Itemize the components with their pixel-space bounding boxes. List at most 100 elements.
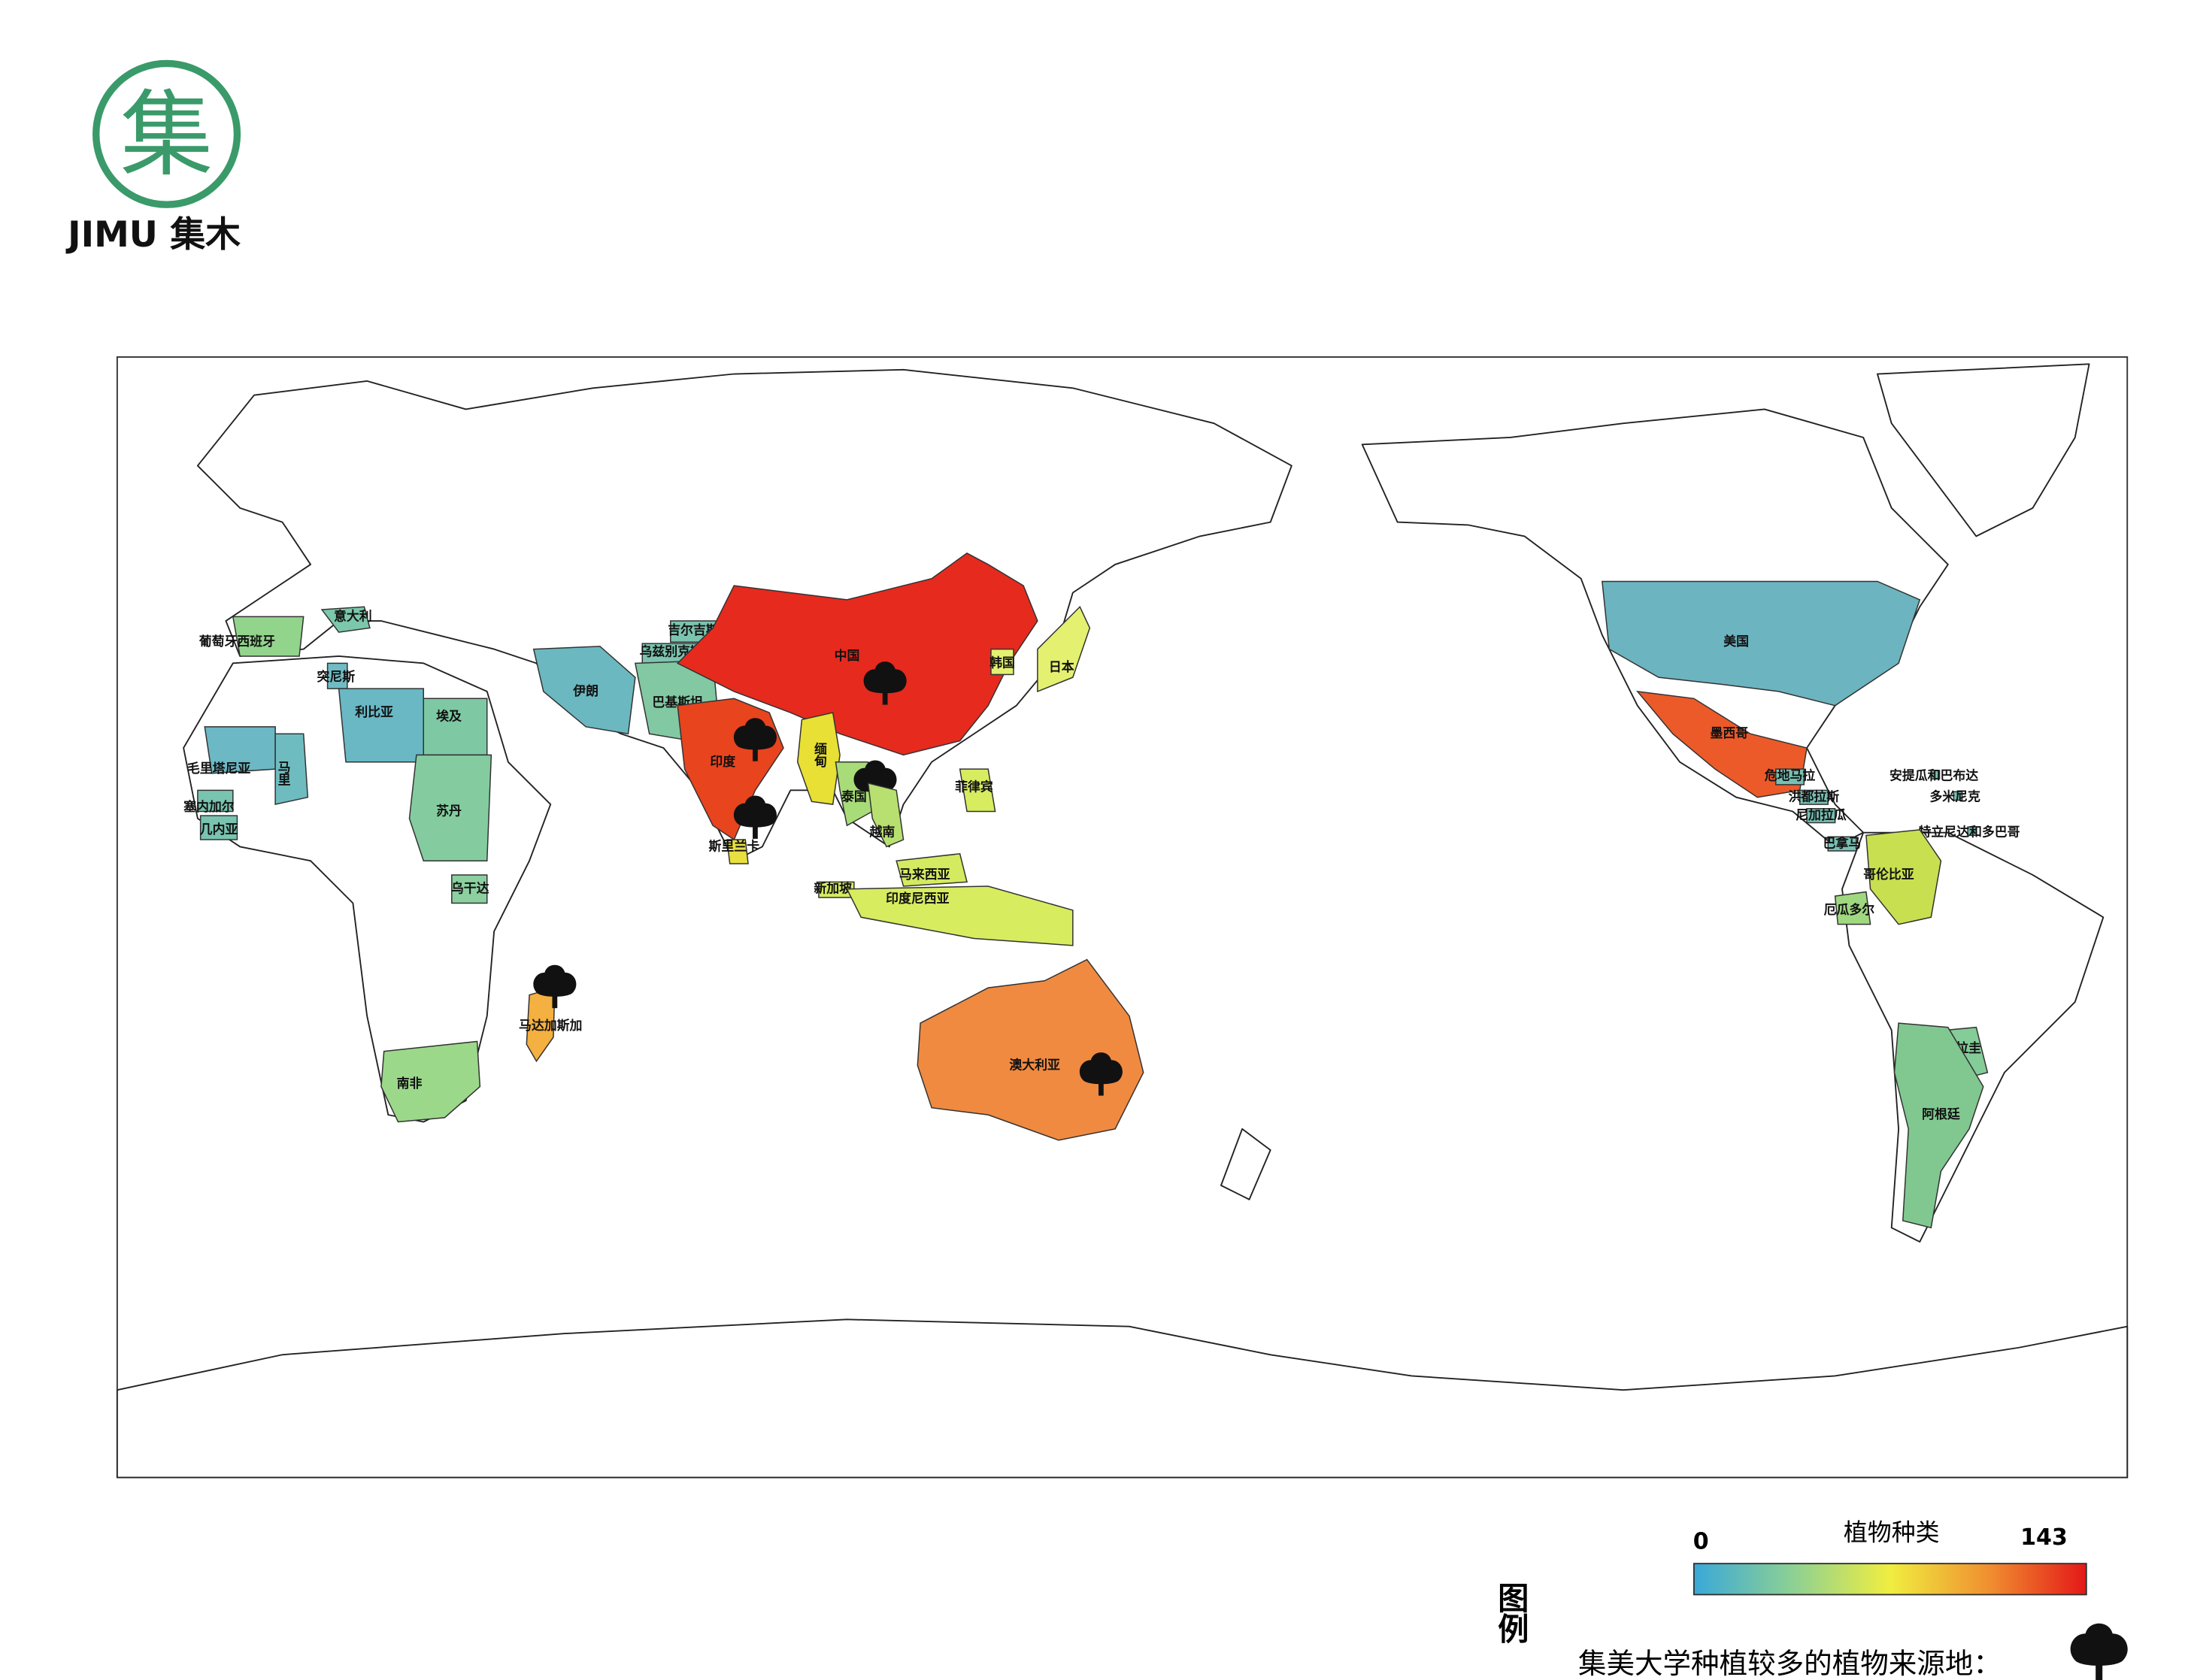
logo-mark: 集 (120, 81, 214, 189)
country (532, 646, 636, 735)
tree-trunk (552, 990, 558, 1009)
country-label: 毛里塔尼亚 (187, 761, 251, 776)
tree-crown (853, 760, 897, 792)
country (726, 839, 749, 864)
country-label: 多米尼克 (1929, 789, 1980, 804)
tree-crown (733, 795, 777, 828)
logo-text: JIMU 集木 (65, 214, 241, 256)
tree-crown (863, 661, 907, 694)
country (380, 1040, 481, 1123)
country-label: 突尼斯 (317, 669, 356, 684)
country-label: 澳大利亚 (1009, 1057, 1060, 1072)
country-label: 韩国 (989, 655, 1015, 670)
country (274, 733, 309, 806)
tree-trunk (1099, 1077, 1104, 1096)
country (1893, 1022, 1984, 1229)
legend-tree-note: 集美大学种植较多的植物来源地： (1578, 1647, 2002, 1680)
country-label: 马里 (276, 761, 291, 786)
country (1827, 836, 1857, 852)
logo: 集 JIMU 集木 (65, 59, 241, 256)
country (1602, 580, 1921, 707)
tree-crown (733, 718, 777, 750)
logo-ring (92, 59, 241, 208)
tree-icon (2070, 1623, 2128, 1680)
country-label: 葡萄牙西班牙 (198, 634, 275, 649)
tree-trunk (882, 686, 888, 705)
country (408, 754, 492, 861)
country-label: 印度 (710, 754, 735, 769)
country-label: 伊朗 (572, 683, 599, 698)
country (867, 782, 905, 848)
tree-icon (533, 964, 577, 1009)
country-label: 埃及 (436, 709, 462, 724)
country-label: 哥伦比亚 (1863, 867, 1914, 882)
legend-colorbar (1693, 1563, 2087, 1596)
new-zealand (1220, 1128, 1271, 1200)
country (338, 688, 425, 763)
country-label: 南非 (397, 1076, 423, 1091)
country-label: 苏丹 (436, 803, 462, 818)
country-label: 几内亚 (200, 822, 238, 837)
country-label: 菲律宾 (955, 779, 993, 795)
country (1037, 605, 1091, 693)
tree-icon (733, 718, 777, 761)
country (451, 874, 488, 904)
country-label: 阿根廷 (1922, 1106, 1960, 1122)
country-label: 缅甸 (812, 741, 827, 768)
tree-crown (2070, 1623, 2128, 1666)
country (423, 698, 488, 756)
country (1930, 770, 1941, 780)
antarctica (116, 1318, 2129, 1479)
country (959, 768, 996, 813)
country (896, 852, 968, 887)
country (199, 815, 238, 840)
country-label: 新加坡 (814, 881, 852, 896)
legend: 图例 植物种类 0 143 集美大学种植较多的植物来源地： (1493, 1518, 2087, 1680)
legend-title: 植物种类 (1844, 1518, 1940, 1547)
legend-max: 143 (2020, 1524, 2068, 1551)
country-label: 美国 (1723, 634, 1749, 649)
legend-heading: 图例 (1493, 1582, 1529, 1645)
country (1953, 791, 1963, 801)
country (917, 958, 1144, 1141)
country (796, 712, 841, 805)
tree-crown (533, 964, 577, 997)
tree-crown (1079, 1052, 1123, 1085)
country-label: 印度尼西亚 (886, 891, 950, 906)
country (990, 648, 1014, 676)
country-label: 利比亚 (355, 704, 393, 719)
country-label: 马来西亚 (899, 867, 950, 882)
country (232, 616, 305, 657)
country-label: 尼加拉瓜 (1796, 807, 1847, 822)
country-label: 墨西哥 (1710, 725, 1748, 740)
country (1967, 826, 1977, 837)
country (1775, 768, 1805, 786)
country-label: 洪都拉斯 (1789, 789, 1840, 804)
country-label: 安提瓜和巴布达 (1889, 768, 1978, 783)
country (676, 552, 1038, 756)
country-label: 马达加斯加 (519, 1018, 582, 1033)
country (846, 885, 1074, 946)
country-label: 越南 (869, 825, 896, 840)
country-label: 中国 (835, 648, 860, 663)
country-label: 特立尼达和多巴哥 (1918, 825, 2020, 840)
country-label: 意大利 (334, 608, 372, 623)
country-label: 塞内加尔 (183, 799, 235, 814)
country-label: 日本 (1049, 659, 1074, 674)
tree-trunk (753, 821, 758, 839)
tree-trunk (753, 743, 758, 761)
legend-min: 0 (1693, 1528, 1709, 1554)
country (1865, 829, 1942, 925)
country-label: 乌干达 (451, 881, 489, 896)
country (1806, 807, 1836, 824)
country-label: 泰国 (841, 789, 867, 804)
tree-icon (1079, 1052, 1123, 1096)
country-label: 危地马拉 (1764, 768, 1816, 783)
country (1834, 891, 1871, 925)
country-label: 巴拿马 (1823, 836, 1862, 851)
country-label: 厄瓜多尔 (1824, 902, 1875, 917)
country (320, 606, 371, 633)
tree-trunk (2096, 1657, 2103, 1680)
